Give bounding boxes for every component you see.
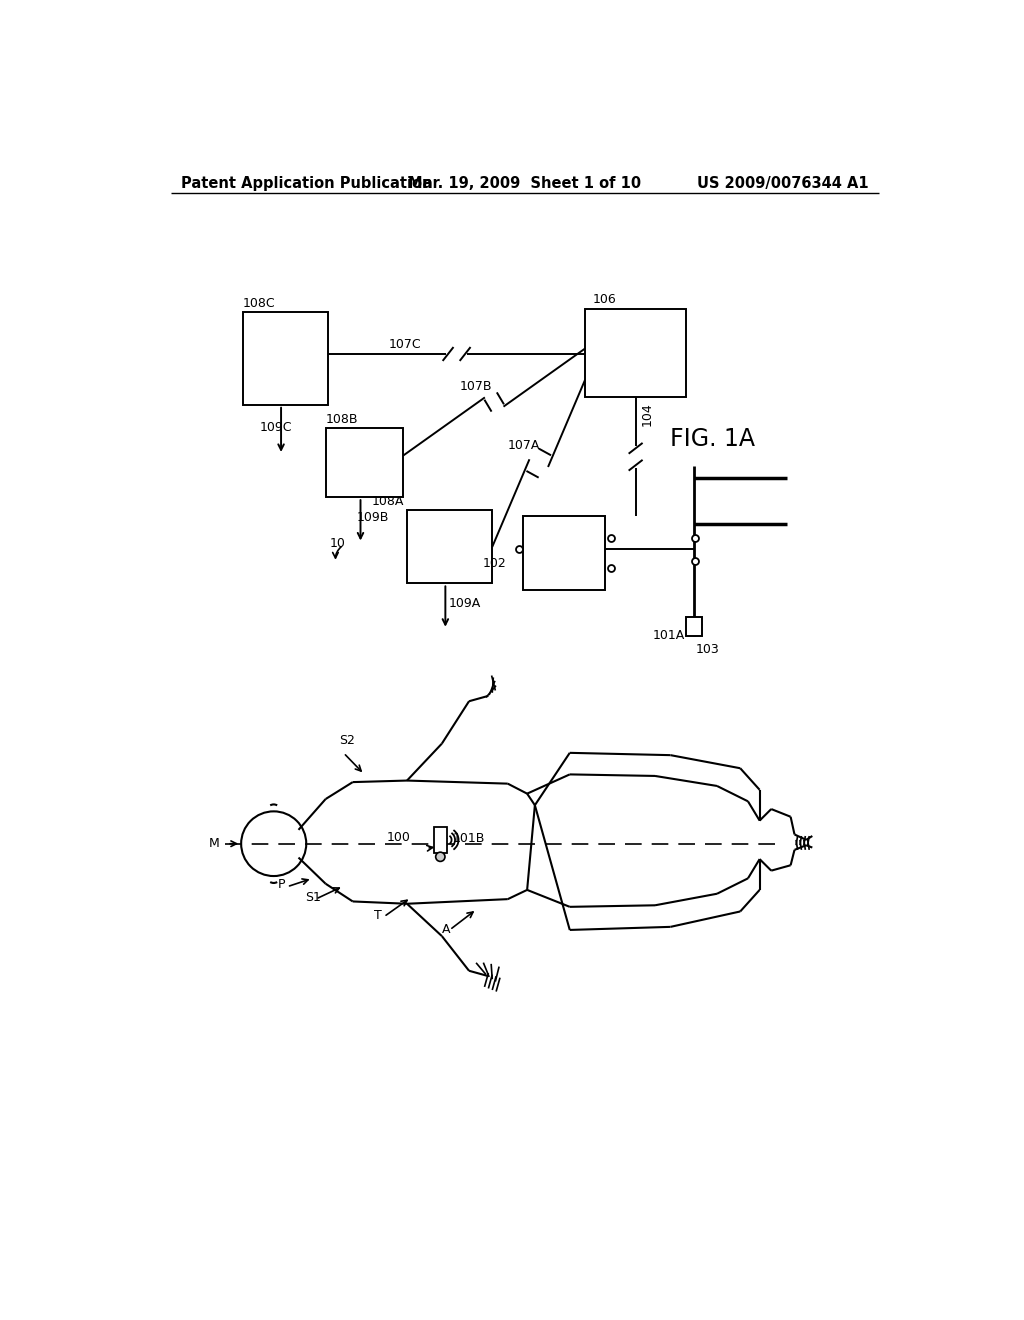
Text: 10: 10 xyxy=(330,536,345,549)
Text: 108A: 108A xyxy=(372,495,403,508)
Bar xyxy=(407,511,493,583)
Bar xyxy=(686,616,701,636)
Bar xyxy=(243,313,328,405)
Text: 106: 106 xyxy=(593,293,616,306)
Text: US 2009/0076344 A1: US 2009/0076344 A1 xyxy=(697,176,869,190)
Text: Patent Application Publication: Patent Application Publication xyxy=(180,176,432,190)
Text: 109C: 109C xyxy=(259,421,292,434)
Text: 109B: 109B xyxy=(356,511,389,524)
Text: A: A xyxy=(442,923,451,936)
Text: 107B: 107B xyxy=(460,380,492,393)
Text: 107A: 107A xyxy=(508,440,540,453)
Text: 101B: 101B xyxy=(453,832,485,845)
Text: P: P xyxy=(278,878,285,891)
Bar xyxy=(326,428,403,498)
Text: 100: 100 xyxy=(387,830,411,843)
Text: 109A: 109A xyxy=(449,598,480,610)
Text: Mar. 19, 2009  Sheet 1 of 10: Mar. 19, 2009 Sheet 1 of 10 xyxy=(409,176,641,190)
Text: 101A: 101A xyxy=(652,628,684,642)
Text: S1: S1 xyxy=(305,891,321,904)
Bar xyxy=(523,516,604,590)
Text: 108B: 108B xyxy=(326,413,358,425)
Text: T: T xyxy=(375,909,382,923)
Bar xyxy=(586,309,686,397)
Text: S2: S2 xyxy=(339,734,354,747)
Text: FIG. 1A: FIG. 1A xyxy=(671,428,756,451)
Text: 108C: 108C xyxy=(243,297,275,310)
Circle shape xyxy=(435,853,445,862)
Text: 107C: 107C xyxy=(388,338,421,351)
Text: M: M xyxy=(209,837,219,850)
Bar xyxy=(434,826,446,853)
Text: 104: 104 xyxy=(640,403,653,426)
Text: 102: 102 xyxy=(482,557,506,570)
Text: 103: 103 xyxy=(695,643,719,656)
